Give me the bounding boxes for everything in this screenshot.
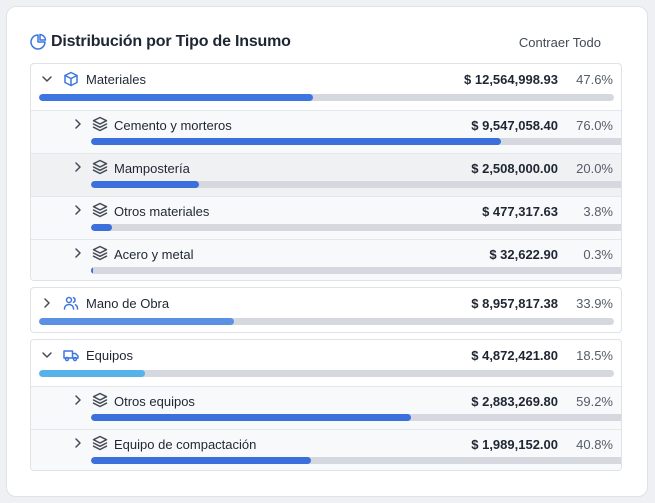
- chevron: [75, 119, 81, 129]
- bar-fill: [91, 414, 411, 421]
- group-label: Materiales: [86, 72, 146, 87]
- bar-fill: [91, 224, 112, 231]
- bar-fill: [39, 370, 146, 377]
- item-icon: [92, 202, 108, 218]
- chevron: [42, 352, 52, 358]
- item-amount: $ 477,317.63: [482, 204, 558, 219]
- bar-fill: [91, 457, 312, 464]
- group: Equipos $ 4,872,421.80 18.5% Otros equipos $…: [30, 339, 622, 471]
- group: Materiales $ 12,564,998.93 47.6% Cemento y …: [30, 63, 622, 281]
- chevron: [75, 162, 81, 172]
- bar-fill: [91, 267, 93, 274]
- group-label: Equipos: [86, 348, 133, 363]
- bar-track: [91, 224, 621, 231]
- item-label: Cemento y morteros: [114, 118, 232, 133]
- bar-track: [91, 267, 621, 274]
- item-amount: $ 2,508,000.00: [471, 161, 558, 176]
- item-icon: [92, 392, 108, 408]
- chevron: [75, 205, 81, 215]
- title: Distribución por Tipo de Insumo: [51, 33, 291, 50]
- group-icon: [64, 71, 78, 87]
- item-row[interactable]: Mampostería $ 2,508,000.00 20.0%: [31, 153, 621, 196]
- item-percent: 59.2%: [576, 394, 613, 409]
- item-row[interactable]: Otros materiales $ 477,317.63 3.8%: [31, 196, 621, 239]
- item-row[interactable]: Cemento y morteros $ 9,547,058.40 76.0%: [31, 110, 621, 153]
- group-percent: 33.9%: [576, 296, 613, 311]
- bar-fill: [91, 138, 502, 145]
- item-percent: 40.8%: [576, 437, 613, 452]
- item-icon: [92, 435, 108, 451]
- bar-track: [91, 138, 621, 145]
- item-row[interactable]: Otros equipos $ 2,883,269.80 59.2%: [31, 386, 621, 429]
- bar-track: [39, 318, 614, 325]
- item-row[interactable]: Equipo de compactación $ 1,989,152.00 40.8…: [31, 429, 621, 470]
- pie-icon: [30, 33, 47, 50]
- chevron: [75, 438, 81, 448]
- item-label: Mampostería: [114, 161, 190, 176]
- bar-track: [91, 414, 621, 421]
- bar-track: [39, 94, 614, 101]
- item-label: Otros materiales: [114, 204, 210, 219]
- group-percent: 47.6%: [576, 72, 613, 87]
- item-percent: 0.3%: [583, 247, 613, 262]
- item-percent: 76.0%: [576, 118, 613, 133]
- item-amount: $ 1,989,152.00: [471, 437, 558, 452]
- item-icon: [92, 159, 108, 175]
- bar-track: [91, 181, 621, 188]
- item-percent: 3.8%: [583, 204, 613, 219]
- group-icon: [63, 350, 79, 362]
- group-percent: 18.5%: [576, 348, 613, 363]
- item-label: Acero y metal: [114, 247, 194, 262]
- bar-track: [91, 457, 621, 464]
- item-percent: 20.0%: [576, 161, 613, 176]
- bar-fill: [91, 181, 199, 188]
- item-label: Equipo de compactación: [114, 437, 257, 452]
- group-amount: $ 4,872,421.80: [471, 348, 558, 363]
- chevron: [75, 395, 81, 405]
- item-amount: $ 9,547,058.40: [471, 118, 558, 133]
- chevron: [44, 298, 50, 308]
- item-icon: [92, 116, 108, 132]
- group-header[interactable]: Equipos $ 4,872,421.80 18.5%: [31, 340, 621, 385]
- item-amount: $ 2,883,269.80: [471, 394, 558, 409]
- group-header[interactable]: Materiales $ 12,564,998.93 47.6%: [31, 64, 621, 109]
- group-icon: [63, 296, 79, 310]
- bar-track: [39, 370, 614, 377]
- item-row[interactable]: Acero y metal $ 32,622.90 0.3%: [31, 239, 621, 280]
- chevron: [75, 248, 81, 258]
- bar-fill: [39, 94, 313, 101]
- group: Mano de Obra $ 8,957,817.38 33.9%: [30, 287, 622, 333]
- chevron: [42, 76, 52, 82]
- bar-fill: [39, 318, 234, 325]
- collapse-all[interactable]: Contraer Todo: [518, 35, 601, 50]
- group-amount: $ 8,957,817.38: [471, 296, 558, 311]
- item-label: Otros equipos: [114, 394, 195, 409]
- group-amount: $ 12,564,998.93: [464, 72, 558, 87]
- group-header[interactable]: Mano de Obra $ 8,957,817.38 33.9%: [31, 288, 621, 332]
- item-amount: $ 32,622.90: [489, 247, 558, 262]
- item-icon: [92, 245, 108, 261]
- group-label: Mano de Obra: [86, 296, 170, 311]
